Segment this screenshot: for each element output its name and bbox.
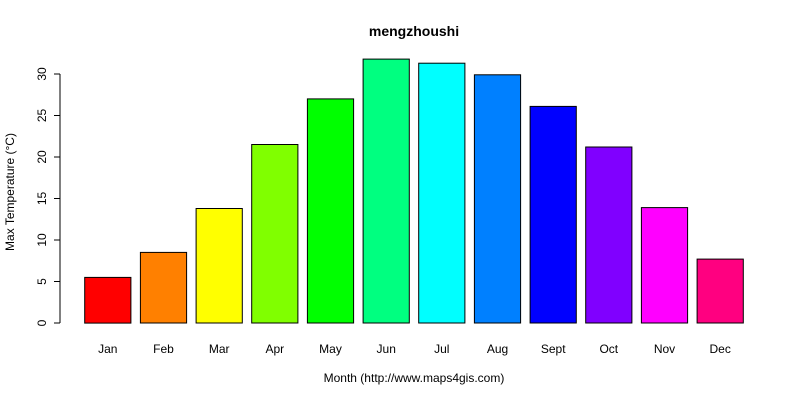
bar-feb — [139, 251, 188, 324]
x-tick-label: Nov — [654, 342, 675, 356]
bar-jun — [362, 58, 410, 324]
x-tick-label: Sept — [541, 342, 566, 356]
x-tick-label: Apr — [265, 342, 284, 356]
y-tick-label: 15 — [35, 192, 49, 206]
bar-may — [306, 98, 355, 324]
bar-mar — [195, 208, 243, 324]
y-tick-label: 10 — [35, 233, 49, 247]
bar-apr — [251, 144, 299, 324]
bar-dec — [696, 258, 744, 324]
x-tick-label: May — [319, 342, 342, 356]
y-tick-label: 5 — [35, 278, 49, 285]
x-tick-label: Jan — [98, 342, 117, 356]
y-tick-label: 25 — [35, 109, 49, 123]
bar-aug — [473, 74, 522, 324]
chart-title: mengzhoushi — [369, 23, 459, 39]
x-tick-label: Dec — [710, 342, 731, 356]
y-axis-label: Max Temperature (°C) — [3, 133, 17, 251]
x-tick-label: Mar — [209, 342, 230, 356]
bar-nov — [640, 207, 689, 324]
x-tick-label: Jun — [377, 342, 396, 356]
x-tick-label: Aug — [487, 342, 508, 356]
bar-jan — [84, 276, 132, 324]
x-tick-labels: Jan Feb Mar Apr May Jun Jul Aug Sept Oct Nov Dec — [98, 342, 731, 356]
x-tick-label: Feb — [153, 342, 174, 356]
y-tick-label: 30 — [35, 67, 49, 81]
bar-oct — [585, 146, 633, 324]
bar-sept — [529, 105, 577, 324]
bars-group — [84, 58, 744, 324]
y-axis: 0 5 10 15 20 25 30 — [35, 67, 61, 326]
x-axis-label: Month (http://www.maps4gis.com) — [324, 371, 505, 385]
x-tick-label: Oct — [599, 342, 618, 356]
y-tick-label: 0 — [35, 319, 49, 326]
bar-jul — [418, 62, 466, 324]
y-tick-label: 20 — [35, 150, 49, 164]
x-tick-label: Jul — [434, 342, 449, 356]
